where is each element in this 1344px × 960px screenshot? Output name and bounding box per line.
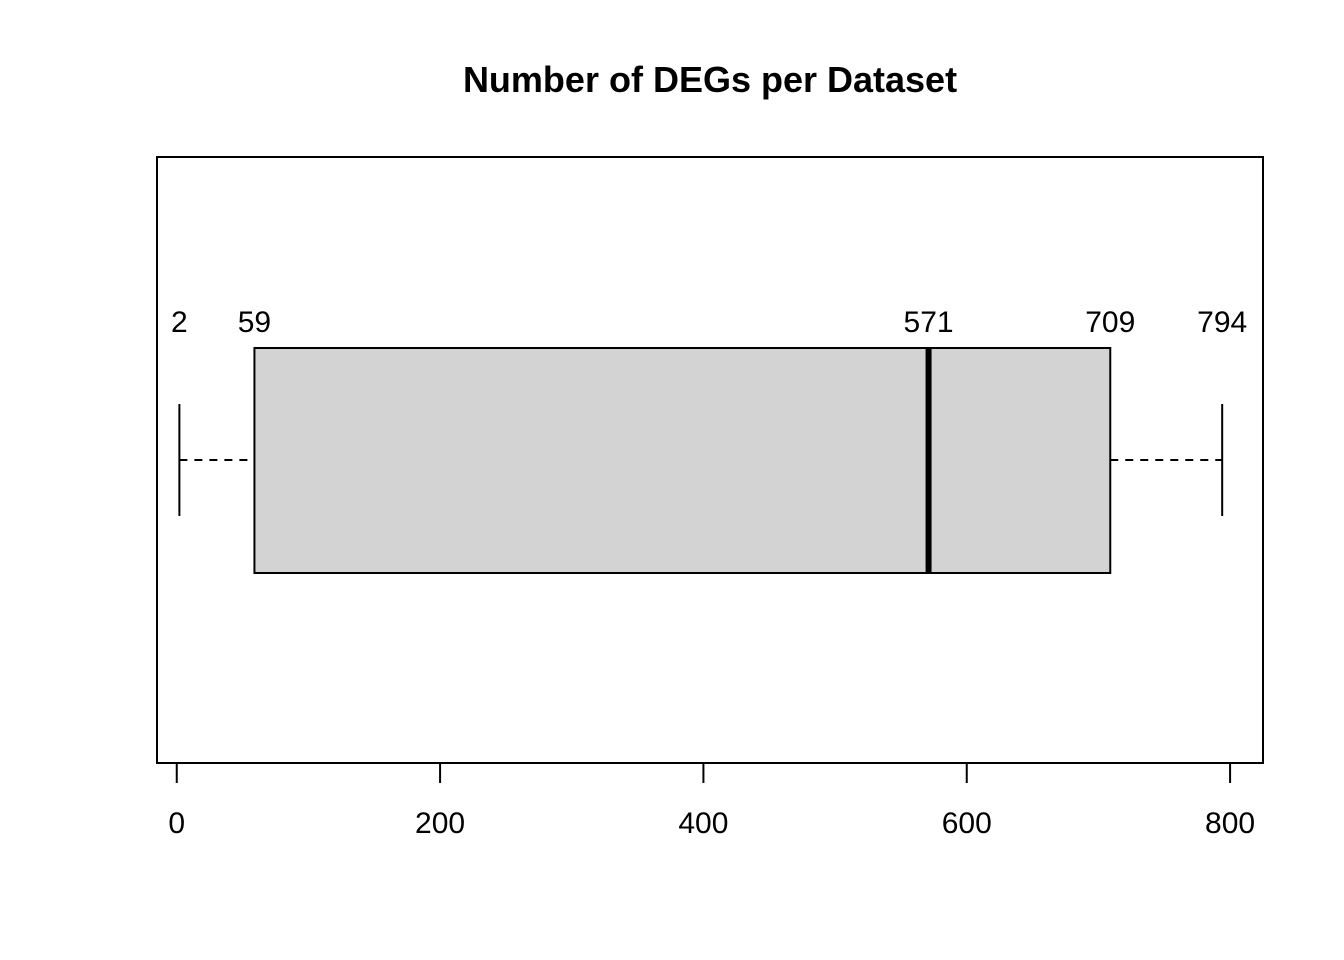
x-tick-label: 800 <box>1205 807 1255 840</box>
x-axis: 0 200 400 600 800 <box>168 762 1255 840</box>
value-label: 571 <box>904 306 954 339</box>
value-label: 794 <box>1197 306 1247 339</box>
value-labels: 2 59 571 709 794 <box>171 306 1247 339</box>
x-tick-label: 0 <box>168 807 185 840</box>
x-tick-label: 400 <box>678 807 728 840</box>
value-label: 709 <box>1085 306 1135 339</box>
x-tick-label: 600 <box>942 807 992 840</box>
chart-title: Number of DEGs per Dataset <box>463 59 957 100</box>
x-tick-label: 200 <box>415 807 465 840</box>
value-label: 2 <box>171 306 188 339</box>
boxplot <box>178 347 1224 574</box>
iqr-box <box>253 347 1112 574</box>
value-label: 59 <box>238 306 271 339</box>
